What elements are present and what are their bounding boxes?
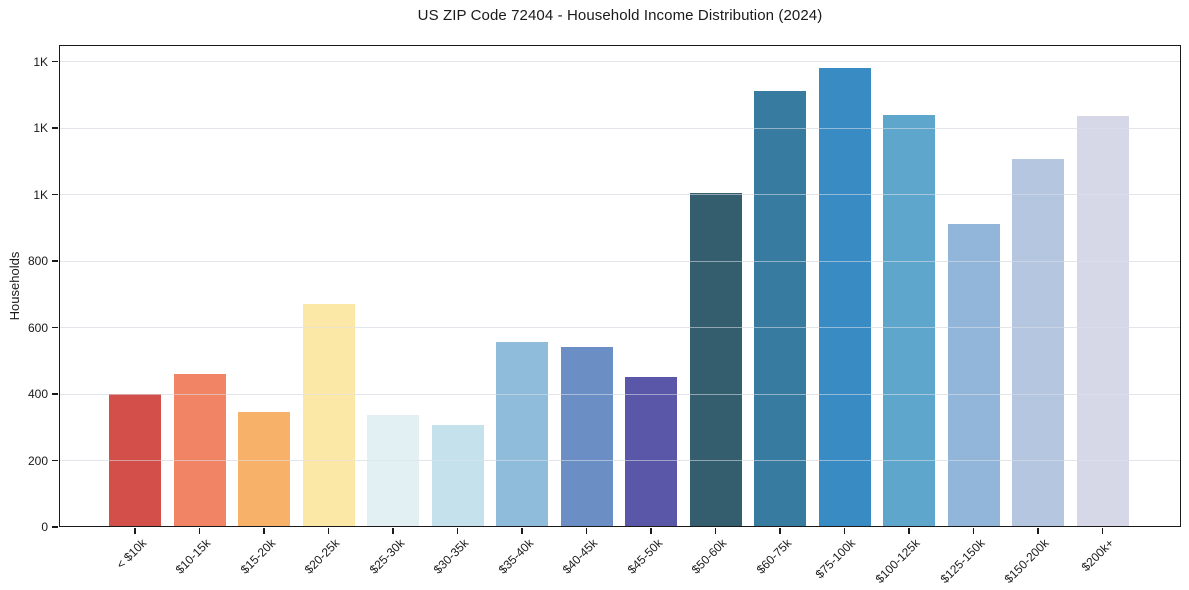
x-tick-mark [972,528,975,534]
bar [431,425,484,527]
bar [1012,159,1064,527]
bar [1076,116,1129,527]
y-tick-label: 800 [27,254,48,269]
bar [367,415,419,527]
y-tick-label: 0 [41,520,48,534]
x-tick-label: $50-60k [688,536,730,577]
chart-title: US ZIP Code 72404 - Household Income Dis… [417,7,823,24]
bar [883,115,935,527]
x-tick-mark [392,528,394,534]
gridline-overlay [59,127,1181,129]
x-tick-label: $20-25k [301,536,343,577]
bar [625,377,677,527]
x-tick-label: $60-75k [753,536,794,577]
y-tick-mark [52,526,58,528]
x-tick-mark [714,528,717,534]
x-tick-mark [456,528,459,534]
bar [818,68,871,527]
x-tick-label: $30-35k [430,536,472,577]
gridline-overlay [59,194,1181,196]
x-tick-mark [1037,528,1039,534]
y-tick-mark [52,260,58,262]
x-tick-label: $75-100k [813,536,859,582]
y-tick-mark [52,326,58,329]
x-tick-label: $100-125k [872,536,923,587]
y-tick-label: 1K [33,121,48,136]
x-tick-mark [521,528,523,534]
bar [689,192,742,527]
x-tick-mark [650,528,652,534]
bar [238,412,290,527]
x-tick-label: $150-200k [1001,536,1052,587]
y-tick-label: 400 [27,387,48,402]
x-tick-label: $15-20k [237,536,278,577]
x-tick-mark [585,528,588,534]
x-tick-label: < $10k [113,536,149,572]
x-tick-mark [779,528,781,534]
x-tick-label: $40-45k [559,536,601,577]
x-tick-mark [1101,528,1104,534]
x-tick-mark [198,528,201,534]
bar [496,341,548,527]
x-tick-mark [134,528,136,534]
y-tick-mark [52,60,58,63]
x-tick-label: $25-30k [366,536,407,577]
y-tick-mark [52,393,58,395]
y-tick-label: 1K [33,187,48,202]
x-tick-mark [908,528,910,534]
gridline-overlay [59,61,1181,63]
gridline-overlay [59,393,1181,395]
y-tick-mark [52,193,58,196]
plot-area [59,45,1181,527]
y-tick-label: 200 [27,453,48,468]
y-tick-label: 600 [27,320,48,335]
x-tick-label: $125-150k [937,536,988,587]
bar [754,90,806,527]
x-tick-mark [263,528,265,534]
y-tick-label: 1K [33,54,48,69]
x-tick-label: $10-15k [172,536,214,577]
x-tick-label: $35-40k [495,536,536,577]
x-tick-mark [327,528,330,534]
x-tick-mark [843,528,846,534]
x-tick-label: $200k+ [1078,536,1117,574]
bar [173,374,226,527]
gridline-overlay [59,327,1181,329]
bar [302,303,355,527]
gridline-overlay [59,460,1181,462]
gridline-overlay [59,260,1181,262]
y-tick-mark [52,127,58,129]
y-axis-label: Households [7,251,22,321]
bar [560,346,613,527]
y-tick-mark [52,459,58,462]
x-tick-label: $45-50k [624,536,665,577]
bar [947,223,1000,527]
